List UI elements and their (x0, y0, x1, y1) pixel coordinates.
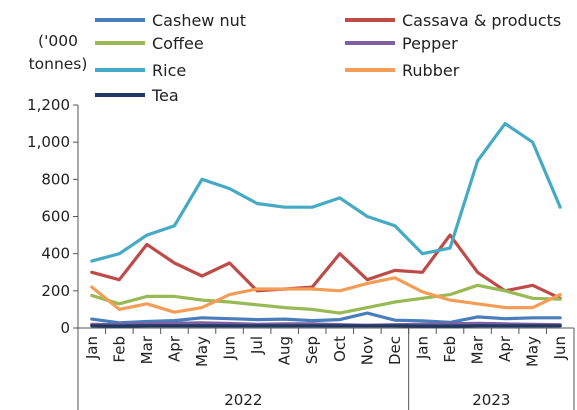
x-tick-label: Jun (221, 336, 239, 360)
series-line-rice (90, 121, 562, 263)
y-axis: 0 200 400 600 800 1,000 1,200 (27, 96, 79, 337)
x-tick-label: Mar (469, 335, 487, 364)
x-tick-label: Apr (496, 335, 514, 362)
legend-label-1: Cassava & products (402, 11, 561, 30)
x-tick-label: Jun (551, 336, 569, 360)
series-line-cashew-nut (90, 311, 562, 325)
y-axis-label-line2: tonnes) (29, 55, 88, 73)
x-tick-label: Apr (165, 335, 183, 362)
x-tick-label: Dec (386, 336, 404, 365)
legend: Cashew nut Cassava & products Coffee Pepper… (95, 11, 561, 105)
legend-label-5: Rubber (402, 61, 460, 80)
legend-label-3: Pepper (402, 34, 458, 53)
x-tick-label: Nov (358, 336, 376, 365)
legend-label-6: Tea (151, 86, 179, 105)
x-tick-label: Feb (110, 336, 128, 363)
x-tick-label: Jan (83, 336, 101, 360)
y-tick-label: 0 (60, 319, 70, 337)
y-axis-label-line1: ('000 (38, 32, 78, 50)
series-line-rubber (90, 276, 562, 314)
x-tick-label: Sep (303, 336, 321, 364)
y-tick-label: 400 (41, 245, 70, 263)
year-label-2022: 2022 (224, 391, 262, 409)
x-tick-label: Oct (331, 336, 349, 362)
x-tick-label: Jan (413, 336, 431, 360)
y-tick-label: 600 (41, 208, 70, 226)
x-tick-label: Jul (248, 336, 266, 355)
x-tick-label: Feb (441, 336, 459, 363)
legend-label-4: Rice (152, 61, 186, 80)
x-tick-label: May (524, 336, 542, 367)
legend-label-0: Cashew nut (152, 11, 246, 30)
x-tick-label: Mar (138, 335, 156, 364)
series-line-cassava-products (90, 233, 562, 300)
y-tick-label: 200 (41, 282, 70, 300)
x-tick-label: May (193, 336, 211, 367)
y-tick-label: 1,000 (27, 133, 70, 151)
y-tick-label: 800 (41, 170, 70, 188)
plot-area (90, 121, 562, 328)
x-tick-label: Aug (276, 336, 294, 365)
series-line-coffee (90, 283, 562, 315)
year-label-2023: 2023 (472, 391, 510, 409)
legend-label-2: Coffee (152, 34, 204, 53)
y-tick-label: 1,200 (27, 96, 70, 114)
x-axis: Jan Feb Mar Apr May Jun Jul Aug Sep Oct Nov Dec Jan F… (77, 327, 575, 410)
